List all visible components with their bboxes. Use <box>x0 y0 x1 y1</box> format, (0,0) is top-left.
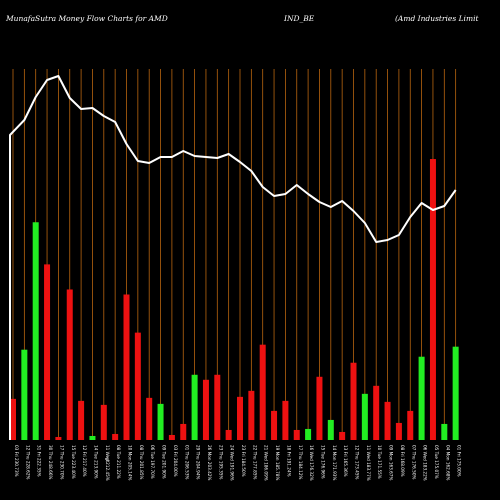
x-tick-label: 21 Wed 186.09% <box>264 445 269 481</box>
header-symbol: IND_BE <box>284 14 315 23</box>
bar <box>441 423 448 440</box>
x-tick-label: 16 Wed 176.32% <box>309 445 314 481</box>
bar <box>282 400 289 440</box>
x-tick-label: 04 Mon 162.68% <box>445 445 450 480</box>
price-line-group <box>9 75 457 440</box>
x-tick-label: 06 Wed 183.22% <box>423 445 428 481</box>
bar <box>305 428 312 440</box>
chart-header: MunafaSutra Money Flow Charts for AMD IN… <box>0 14 500 28</box>
bar <box>55 436 62 440</box>
x-tick-label: 08 Tue 211.22% <box>116 445 121 479</box>
x-tick-label: 01 Fri 175.00% <box>457 445 462 477</box>
bar <box>339 431 346 440</box>
x-tick-label: 05 Tue 175.07% <box>434 445 439 479</box>
x-tick-label: 13 Fri 165.36% <box>343 445 348 477</box>
x-tick-label: 01 Thu 206.53% <box>184 445 189 480</box>
x-tick-label: 31 Fri 222.35% <box>37 445 42 477</box>
bar <box>32 222 39 440</box>
bar <box>373 385 380 440</box>
bar <box>157 403 164 440</box>
bar <box>191 374 198 440</box>
volume-bars <box>10 159 459 440</box>
bar <box>100 404 107 440</box>
bar <box>112 433 119 440</box>
x-tick-label: 30 Thu 248.66% <box>48 445 53 480</box>
bar <box>395 422 402 440</box>
bar <box>89 435 96 440</box>
x-tick-label: 10 Tue 171.55% <box>377 445 382 479</box>
bar <box>214 374 221 440</box>
grid-lines <box>12 69 457 440</box>
x-tick-label: 29 Thu 204.94% <box>196 445 201 480</box>
x-tick-label: 19 Mon 185.78% <box>275 445 280 480</box>
x-tick-label: 18 Fri 191.24% <box>286 445 291 477</box>
bar <box>78 400 85 440</box>
x-tick-label: 07 Thu 176.50% <box>411 445 416 480</box>
bar <box>225 429 232 440</box>
x-tick-label: 15 Tue 176.96% <box>320 445 325 479</box>
x-tick-label: 17 Thu 184.12% <box>298 445 303 480</box>
x-tick-label: 10 Mon 205.14% <box>128 445 133 480</box>
x-tick-label: 08 Thu 201.85% <box>139 445 144 480</box>
bar <box>429 159 436 440</box>
bar <box>384 401 391 440</box>
bar <box>418 356 425 440</box>
bar <box>123 294 130 440</box>
bar <box>202 379 209 440</box>
header-company: (Amd Industries Limit <box>395 14 479 23</box>
x-tick-labels: 03 Fri 230.73% 12 Thu 228.62% 31 Fri 222.3… <box>14 445 462 481</box>
x-tick-label: 22 Thu 177.85% <box>252 445 257 480</box>
bar <box>327 419 334 440</box>
x-tick-label: 23 Fri 184.50% <box>241 445 246 477</box>
header-title: MunafaSutra Money Flow Charts for AMD <box>6 14 168 23</box>
x-tick-label: 12 Thu 173.45% <box>355 445 360 480</box>
x-tick-label: 09 Mon 163.67% <box>389 445 394 480</box>
x-tick-label: 09 Tue 201.90% <box>162 445 167 479</box>
bar <box>407 410 414 440</box>
bar <box>316 376 323 440</box>
x-tick-label: 26 Mon 203.42% <box>207 445 212 480</box>
x-tick-label: 03 Fri 204.00% <box>173 445 178 477</box>
x-tick-label: 15 Tue 223.40% <box>71 445 76 479</box>
x-tick-label: 12 Thu 228.62% <box>25 445 30 480</box>
x-tick-label: 11 Wed 212.45% <box>105 445 110 481</box>
x-tick-label: 23 Thu 195.35% <box>218 445 223 480</box>
bar <box>168 434 175 440</box>
stray-label: % <box>105 458 110 464</box>
x-tick-label: 17 Thu 230.70% <box>59 445 64 480</box>
x-tick-label: 12 Fri 217.40% <box>82 445 87 477</box>
x-tick-label: 11 Wed 183.77% <box>366 445 371 481</box>
x-tick-label: 24 Wed 191.96% <box>230 445 235 481</box>
x-tick-label: 14 Mon 171.93% <box>332 445 337 480</box>
bar <box>259 344 266 440</box>
bar <box>134 332 141 440</box>
price-line <box>9 75 457 440</box>
bar <box>350 362 357 440</box>
bar <box>180 423 187 440</box>
bar <box>44 264 51 440</box>
bar <box>271 410 278 440</box>
x-tick-label: 03 Fri 230.73% <box>14 445 19 477</box>
bar <box>21 349 28 440</box>
bar <box>361 393 368 440</box>
x-tick-label: 06 Tue 197.70% <box>150 445 155 479</box>
bar <box>237 396 243 440</box>
x-tick-label: 14 Tue 213.90% <box>93 445 98 479</box>
x-tick-label: 08 Fri 168.09% <box>400 445 405 477</box>
bar <box>146 397 153 440</box>
bar <box>66 289 73 440</box>
bar <box>248 390 255 440</box>
bar <box>10 398 16 440</box>
bar <box>293 429 300 440</box>
bar <box>452 346 459 440</box>
